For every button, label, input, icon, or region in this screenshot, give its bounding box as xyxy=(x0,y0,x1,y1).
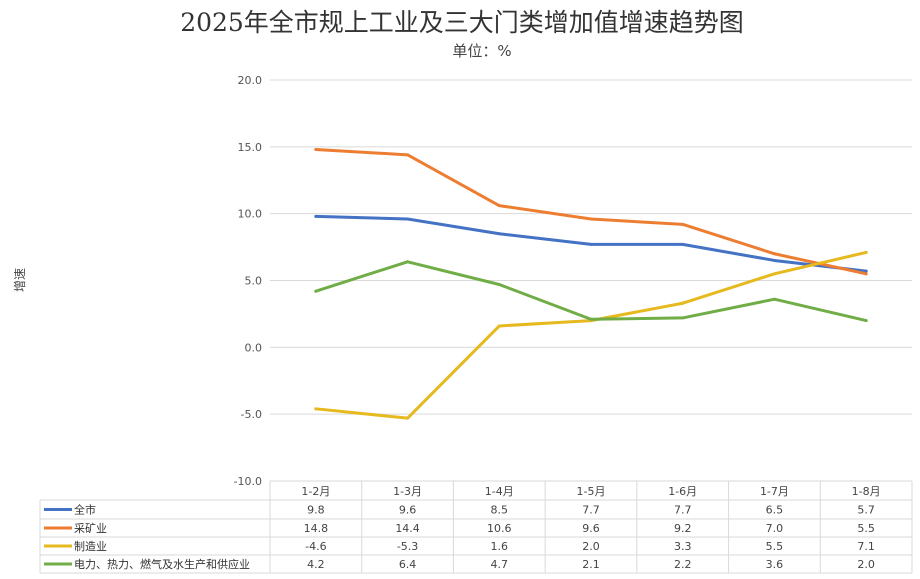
data-point xyxy=(864,272,868,276)
y-tick-label: 10.0 xyxy=(238,208,263,221)
data-label: 2.0 xyxy=(857,558,875,571)
series-line xyxy=(314,250,868,420)
data-point xyxy=(681,222,685,226)
data-point xyxy=(497,204,501,208)
legend-label: 采矿业 xyxy=(74,522,107,535)
y-axis-label: 增速 xyxy=(13,268,27,292)
data-label: 9.6 xyxy=(582,522,600,535)
x-tick-label: 1-8月 xyxy=(852,485,881,498)
data-label: 5.5 xyxy=(857,522,875,535)
x-tick-label: 1-5月 xyxy=(577,485,606,498)
data-label: 7.1 xyxy=(857,540,875,553)
x-tick-label: 1-6月 xyxy=(668,485,697,498)
legend-label: 制造业 xyxy=(74,539,107,553)
data-label: 14.8 xyxy=(304,522,329,535)
data-label: 2.1 xyxy=(582,558,600,571)
data-point xyxy=(681,242,685,246)
data-point xyxy=(772,272,776,276)
data-point xyxy=(314,214,318,218)
data-point xyxy=(497,283,501,287)
data-label: 5.5 xyxy=(766,540,784,553)
legend-label: 电力、热力、燃气及水生产和供应业 xyxy=(74,557,250,571)
data-label: 8.5 xyxy=(491,504,509,517)
chart-subtitle: 单位：% xyxy=(452,42,511,60)
data-label: 14.4 xyxy=(395,522,420,535)
chart-title: 2025年全市规上工业及三大门类增加值增速趋势图 xyxy=(180,8,744,37)
data-point xyxy=(589,317,593,321)
data-label: 4.7 xyxy=(491,558,509,571)
data-point xyxy=(864,269,868,273)
data-label: 2.0 xyxy=(582,540,600,553)
data-point xyxy=(681,301,685,305)
data-label: 9.6 xyxy=(399,504,417,517)
data-point xyxy=(406,416,410,420)
legend-label: 全市 xyxy=(74,503,96,517)
data-point xyxy=(314,289,318,293)
data-label: 10.6 xyxy=(487,522,512,535)
data-point xyxy=(314,407,318,411)
data-label: 6.5 xyxy=(766,504,784,517)
y-tick-label: 20.0 xyxy=(238,74,263,87)
data-label: 9.8 xyxy=(307,504,325,517)
data-point xyxy=(589,242,593,246)
data-label: 7.0 xyxy=(766,522,784,535)
data-label: 6.4 xyxy=(399,558,417,571)
y-tick-label: -5.0 xyxy=(241,408,262,421)
x-tick-label: 1-4月 xyxy=(485,485,514,498)
data-point xyxy=(589,217,593,221)
data-point xyxy=(772,297,776,301)
data-point xyxy=(406,260,410,264)
data-label: 1.6 xyxy=(491,540,509,553)
y-tick-label: 5.0 xyxy=(245,275,263,288)
data-label: 9.2 xyxy=(674,522,692,535)
data-label: 3.3 xyxy=(674,540,692,553)
data-label: 5.7 xyxy=(857,504,875,517)
y-tick-label: 15.0 xyxy=(238,141,263,154)
x-tick-label: 1-3月 xyxy=(393,485,422,498)
y-tick-label: 0.0 xyxy=(245,341,263,354)
data-point xyxy=(681,316,685,320)
data-label: 3.6 xyxy=(766,558,784,571)
data-point xyxy=(406,153,410,157)
data-label: 2.2 xyxy=(674,558,692,571)
data-label: 7.7 xyxy=(582,504,600,517)
data-label: 4.2 xyxy=(307,558,325,571)
data-label: -5.3 xyxy=(397,540,418,553)
data-point xyxy=(864,250,868,254)
data-label: -4.6 xyxy=(305,540,326,553)
data-point xyxy=(772,252,776,256)
x-tick-label: 1-2月 xyxy=(301,485,330,498)
data-point xyxy=(406,217,410,221)
data-point xyxy=(864,319,868,323)
data-point xyxy=(314,148,318,152)
y-tick-label: -10.0 xyxy=(234,475,262,488)
data-point xyxy=(497,232,501,236)
data-point xyxy=(772,258,776,262)
data-point xyxy=(497,324,501,328)
data-label: 7.7 xyxy=(674,504,692,517)
x-tick-label: 1-7月 xyxy=(760,485,789,498)
series-line xyxy=(314,148,868,276)
